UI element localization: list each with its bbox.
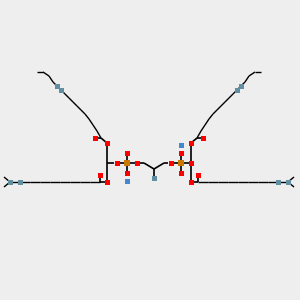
Bar bbox=[58, 88, 64, 92]
Bar bbox=[124, 178, 130, 184]
Bar bbox=[286, 179, 290, 184]
Bar bbox=[104, 179, 110, 184]
Bar bbox=[178, 170, 184, 175]
Bar bbox=[98, 172, 103, 178]
Bar bbox=[55, 83, 59, 88]
Bar bbox=[115, 160, 119, 166]
Bar bbox=[188, 179, 194, 184]
Bar bbox=[124, 170, 130, 175]
Bar bbox=[188, 140, 194, 146]
Bar bbox=[152, 176, 157, 181]
Bar bbox=[238, 83, 244, 88]
Bar bbox=[178, 151, 184, 155]
Bar bbox=[124, 160, 130, 166]
Bar bbox=[17, 179, 22, 184]
Bar bbox=[178, 142, 184, 148]
Bar bbox=[8, 179, 13, 184]
Bar bbox=[134, 160, 140, 166]
Bar bbox=[92, 136, 98, 140]
Bar bbox=[275, 179, 281, 184]
Bar bbox=[104, 140, 110, 146]
Bar bbox=[235, 88, 239, 92]
Bar bbox=[200, 136, 206, 140]
Bar bbox=[169, 160, 173, 166]
Bar bbox=[124, 151, 130, 155]
Bar bbox=[178, 160, 184, 166]
Bar bbox=[188, 160, 194, 166]
Bar bbox=[196, 172, 200, 178]
